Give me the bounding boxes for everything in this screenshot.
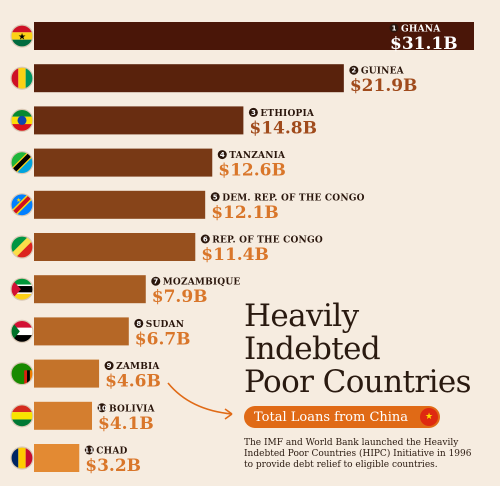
rank-number: 4	[220, 151, 225, 159]
rank-badge	[389, 23, 399, 33]
value-label: $12.1B	[211, 203, 279, 223]
rank-number: 10	[97, 404, 107, 412]
zambia-flag-icon	[10, 362, 34, 386]
country-label: CHAD	[96, 447, 127, 457]
callout-arrow-head	[224, 408, 233, 420]
value-label: $6.7B	[135, 329, 191, 349]
rank-badge	[104, 361, 114, 371]
rank-number: 5	[213, 193, 218, 201]
rank-badge	[210, 192, 220, 202]
rank-number: 6	[203, 236, 208, 244]
country-label: GUINEA	[361, 67, 405, 77]
rank-badge	[349, 65, 359, 75]
drc-flag-icon: ★	[10, 193, 34, 217]
rank-badge	[97, 403, 107, 413]
svg-text:★: ★	[18, 33, 26, 43]
tanzania-flag-icon	[10, 151, 34, 175]
title-line-2: Indebted	[244, 331, 381, 367]
value-label: $4.6B	[105, 372, 161, 392]
congo-flag-icon	[10, 235, 34, 259]
subtitle-text: Total Loans from China	[254, 409, 409, 425]
svg-text:★: ★	[16, 197, 21, 204]
rank-number: 2	[351, 67, 356, 75]
bolivia-flag-icon	[10, 404, 34, 428]
country-label: SUDAN	[146, 320, 184, 330]
country-label: ETHIOPIA	[260, 109, 314, 119]
country-label: DEM. REP. OF THE CONGO	[222, 193, 364, 203]
rank-badge	[134, 318, 144, 328]
rank-number: 11	[84, 447, 94, 455]
country-label: ZAMBIA	[116, 362, 160, 372]
bar	[34, 148, 213, 177]
rank-number: 8	[136, 320, 141, 328]
value-label: $4.1B	[98, 414, 154, 434]
chart-title: Heavily Indebted Poor Countries	[244, 298, 472, 400]
ghana-flag-icon: ★	[10, 24, 34, 48]
ethiopia-flag-icon	[10, 108, 34, 133]
title-line-3: Poor Countries	[244, 364, 472, 400]
country-label: BOLIVIA	[109, 404, 156, 414]
china-flag-icon: ★	[420, 408, 438, 426]
value-label: $3.2B	[85, 456, 141, 476]
bar	[34, 275, 146, 304]
rank-badge	[217, 150, 227, 160]
bar	[34, 64, 344, 93]
rank-number: 7	[153, 278, 158, 286]
chad-flag-icon	[10, 446, 34, 470]
bar	[34, 233, 196, 261]
rank-badge	[151, 276, 161, 286]
callout-arrow	[167, 382, 233, 415]
country-label: TANZANIA	[229, 151, 286, 161]
rank-badge	[248, 107, 258, 117]
rank-number: 9	[107, 362, 112, 370]
value-label: $7.9B	[152, 287, 208, 307]
value-label: $31.1B	[390, 34, 458, 54]
rank-number: 3	[251, 109, 256, 117]
bar	[34, 190, 206, 219]
rank-badge	[200, 234, 210, 244]
description-text: The IMF and World Bank launched the Heav…	[244, 438, 472, 470]
value-label: $14.8B	[249, 118, 317, 138]
rank-badge	[84, 445, 94, 455]
bar	[34, 401, 93, 430]
title-line-1: Heavily	[244, 298, 359, 334]
country-label: REP. OF THE CONGO	[212, 236, 323, 246]
bar	[34, 22, 474, 50]
country-label: GHANA	[401, 25, 441, 35]
value-label: $12.6B	[218, 161, 286, 181]
country-label: MOZAMBIQUE	[163, 278, 241, 288]
sudan-flag-icon	[10, 319, 34, 343]
mozambique-flag-icon	[10, 277, 34, 301]
bar	[34, 359, 100, 388]
bar	[34, 317, 129, 346]
guinea-flag-icon	[10, 66, 34, 90]
value-label: $21.9B	[350, 76, 418, 96]
value-label: $11.4B	[201, 245, 269, 265]
bar	[34, 444, 80, 472]
rank-number: 1	[392, 25, 397, 33]
bar	[34, 106, 244, 135]
subtitle-pill: Total Loans from China ★	[244, 406, 440, 428]
